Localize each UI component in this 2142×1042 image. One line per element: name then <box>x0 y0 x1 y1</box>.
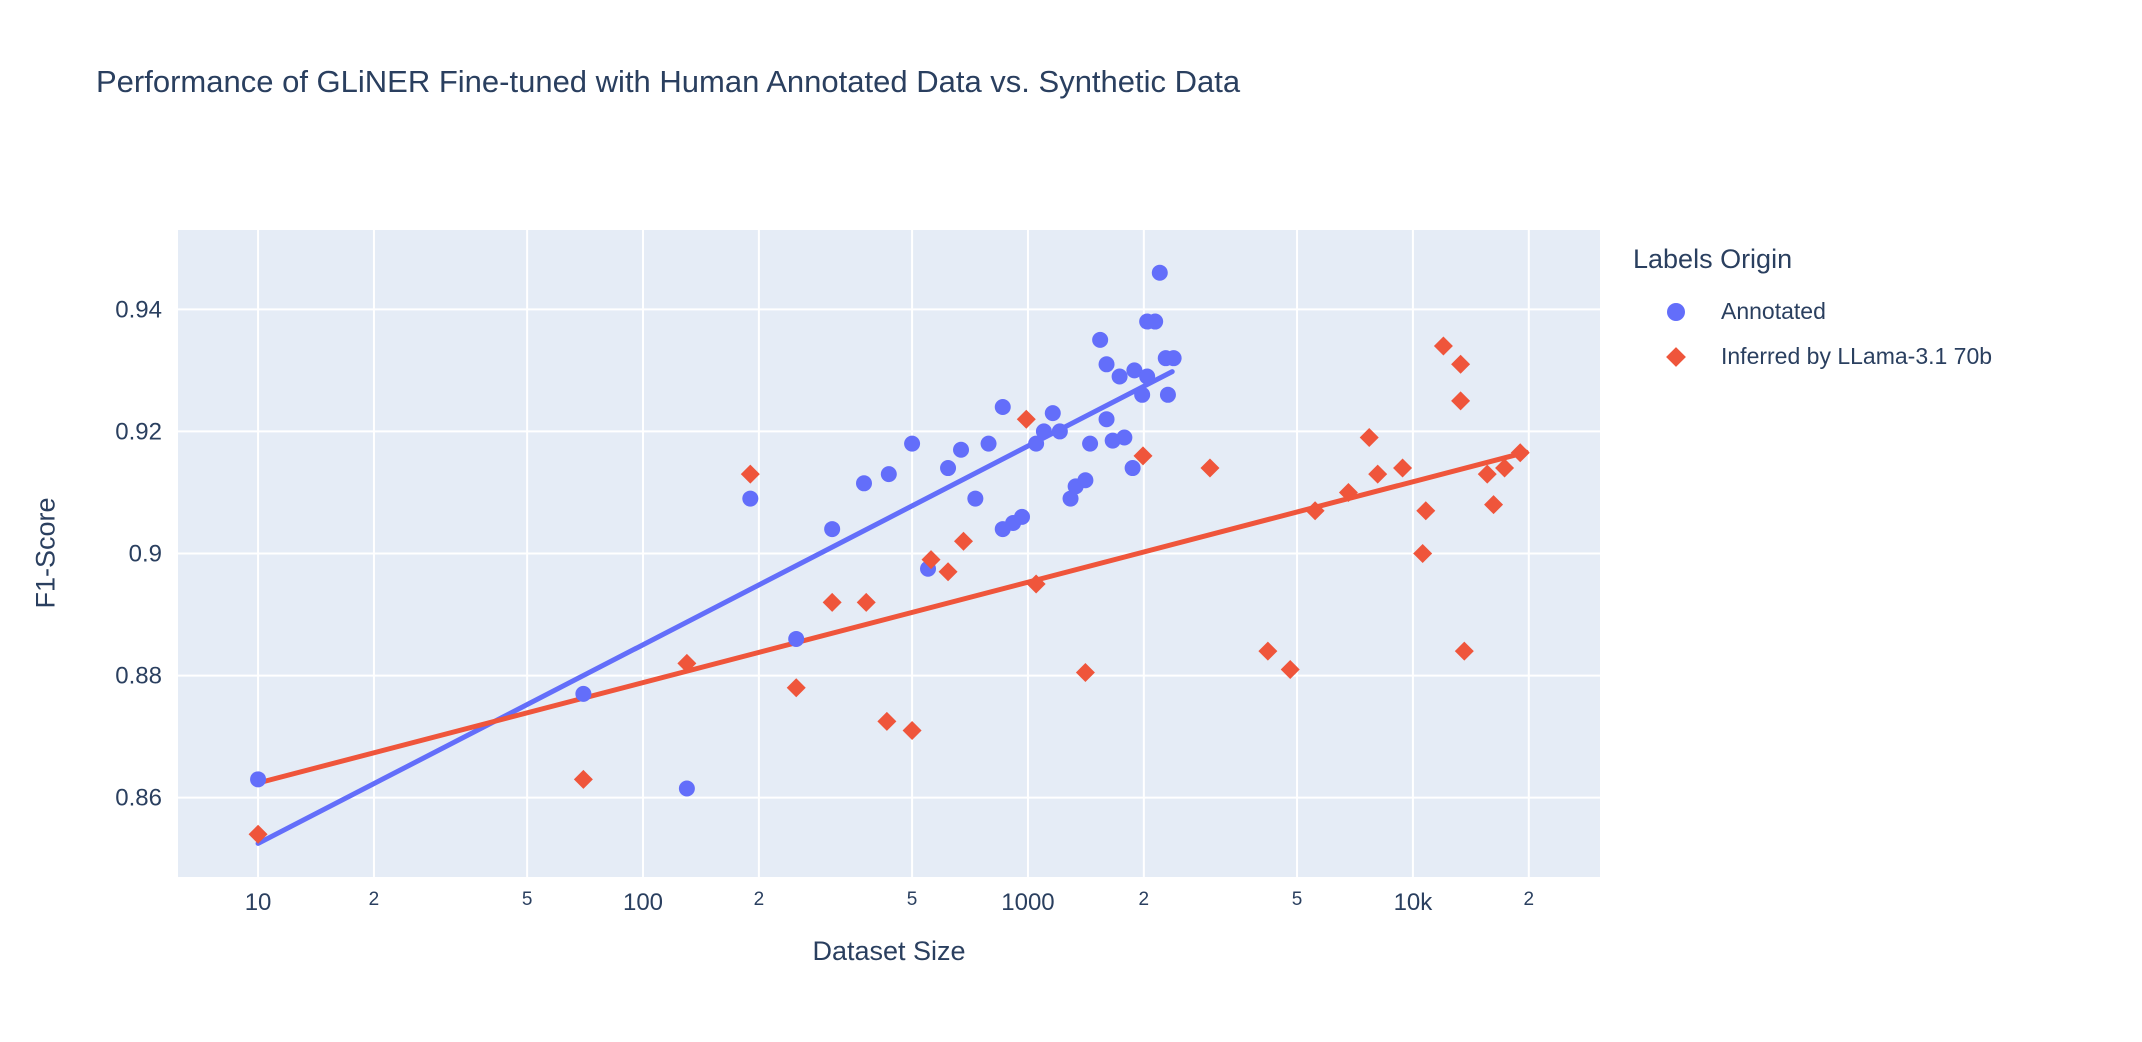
data-point-inferred[interactable] <box>1484 495 1504 515</box>
data-point-inferred[interactable] <box>248 824 268 844</box>
data-point-inferred[interactable] <box>1510 443 1530 463</box>
data-point-annotated[interactable] <box>1116 429 1133 446</box>
data-point-inferred[interactable] <box>1280 659 1300 679</box>
legend: Labels Origin Annotated Inferred by LLam… <box>1633 244 1992 379</box>
y-tick-label: 0.9 <box>129 541 162 568</box>
data-point-inferred[interactable] <box>1016 409 1036 429</box>
legend-item-label: Annotated <box>1721 298 1826 324</box>
x-tick-label: 2 <box>754 889 765 910</box>
x-tick-label: 5 <box>907 889 918 910</box>
y-tick-label: 0.94 <box>115 296 162 323</box>
data-point-inferred[interactable] <box>1200 458 1220 478</box>
chart-title: Performance of GLiNER Fine-tuned with Hu… <box>96 64 1241 99</box>
data-point-annotated[interactable] <box>1062 490 1079 507</box>
data-point-annotated[interactable] <box>1124 460 1141 477</box>
data-point-inferred[interactable] <box>1477 464 1497 484</box>
data-point-annotated[interactable] <box>1077 472 1094 489</box>
data-point-annotated[interactable] <box>678 780 695 797</box>
data-point-annotated[interactable] <box>1035 423 1052 440</box>
inferred-diamond-icon <box>1666 346 1686 367</box>
data-point-annotated[interactable] <box>953 441 970 458</box>
data-point-annotated[interactable] <box>980 435 997 452</box>
data-point-inferred[interactable] <box>856 592 876 612</box>
data-point-inferred[interactable] <box>1454 641 1474 661</box>
y-tick-label: 0.88 <box>115 663 162 690</box>
x-tick-label: 5 <box>522 889 533 910</box>
data-point-inferred[interactable] <box>1026 574 1046 594</box>
data-point-annotated[interactable] <box>1098 411 1115 428</box>
legend-title: Labels Origin <box>1633 244 1793 274</box>
data-point-annotated[interactable] <box>1165 350 1182 367</box>
data-point-annotated[interactable] <box>855 475 872 492</box>
x-tick-label: 10 <box>245 889 272 916</box>
data-point-annotated[interactable] <box>1014 508 1031 525</box>
data-point-annotated[interactable] <box>1126 362 1143 379</box>
x-tick-label: 2 <box>369 889 380 910</box>
x-tick-label: 1000 <box>1001 889 1054 916</box>
data-point-annotated[interactable] <box>824 521 841 538</box>
data-point-annotated[interactable] <box>1028 435 1045 452</box>
data-point-inferred[interactable] <box>953 531 973 551</box>
data-point-inferred[interactable] <box>822 592 842 612</box>
data-point-inferred[interactable] <box>877 711 897 731</box>
data-point-inferred[interactable] <box>1451 354 1471 374</box>
data-point-inferred[interactable] <box>786 678 806 698</box>
x-tick-label: 5 <box>1292 889 1303 910</box>
data-point-annotated[interactable] <box>940 460 957 477</box>
data-point-inferred[interactable] <box>1495 458 1515 478</box>
data-point-annotated[interactable] <box>742 490 759 507</box>
data-point-inferred[interactable] <box>1338 482 1358 502</box>
data-point-inferred[interactable] <box>1368 464 1388 484</box>
data-point-inferred[interactable] <box>677 653 697 673</box>
data-point-annotated[interactable] <box>904 435 921 452</box>
data-point-inferred[interactable] <box>1075 663 1095 683</box>
legend-item-label: Inferred by LLama-3.1 70b <box>1721 343 1993 369</box>
data-point-inferred[interactable] <box>1451 391 1471 411</box>
data-point-inferred[interactable] <box>1413 544 1433 563</box>
data-point-inferred[interactable] <box>921 550 941 570</box>
annotated-circle-icon <box>1667 302 1685 321</box>
x-tick-label: 100 <box>623 889 663 916</box>
data-point-inferred[interactable] <box>1258 641 1278 661</box>
data-point-inferred[interactable] <box>902 721 922 741</box>
data-point-annotated[interactable] <box>250 771 267 788</box>
y-tick-label: 0.92 <box>115 418 162 445</box>
data-point-annotated[interactable] <box>1092 331 1109 348</box>
legend-item-annotated[interactable]: Annotated <box>1633 289 1992 334</box>
data-point-annotated[interactable] <box>1159 386 1176 403</box>
trend-line-annotated[interactable] <box>255 369 1175 846</box>
data-point-inferred[interactable] <box>573 769 593 789</box>
data-point-annotated[interactable] <box>788 630 805 647</box>
y-tick-label: 0.86 <box>115 785 162 812</box>
data-point-inferred[interactable] <box>1416 501 1436 521</box>
data-point-inferred[interactable] <box>1359 428 1379 448</box>
data-point-inferred[interactable] <box>740 464 760 484</box>
x-tick-label: 10k <box>1394 889 1434 916</box>
data-point-annotated[interactable] <box>994 399 1011 416</box>
data-point-annotated[interactable] <box>1082 435 1099 452</box>
data-point-annotated[interactable] <box>880 466 897 483</box>
x-axis-title: Dataset Size <box>812 936 966 966</box>
data-point-annotated[interactable] <box>1098 356 1115 373</box>
data-point-inferred[interactable] <box>1133 446 1153 466</box>
data-point-annotated[interactable] <box>1051 423 1068 440</box>
data-point-annotated[interactable] <box>1134 386 1151 403</box>
data-point-inferred[interactable] <box>1393 458 1413 478</box>
data-point-annotated[interactable] <box>1139 368 1156 385</box>
data-point-annotated[interactable] <box>1111 368 1128 385</box>
data-point-annotated[interactable] <box>1044 405 1061 422</box>
legend-item-inferred[interactable]: Inferred by LLama-3.1 70b <box>1633 334 1992 379</box>
data-point-annotated[interactable] <box>967 490 984 507</box>
y-axis-title: F1-Score <box>30 497 61 609</box>
data-point-inferred[interactable] <box>1305 501 1325 521</box>
data-point-annotated[interactable] <box>1147 313 1164 330</box>
x-tick-label: 2 <box>1139 889 1150 910</box>
data-point-inferred[interactable] <box>938 562 958 582</box>
x-tick-label: 2 <box>1524 889 1535 910</box>
data-point-inferred[interactable] <box>1433 336 1453 356</box>
data-point-annotated[interactable] <box>575 685 592 702</box>
data-point-annotated[interactable] <box>1151 264 1168 281</box>
